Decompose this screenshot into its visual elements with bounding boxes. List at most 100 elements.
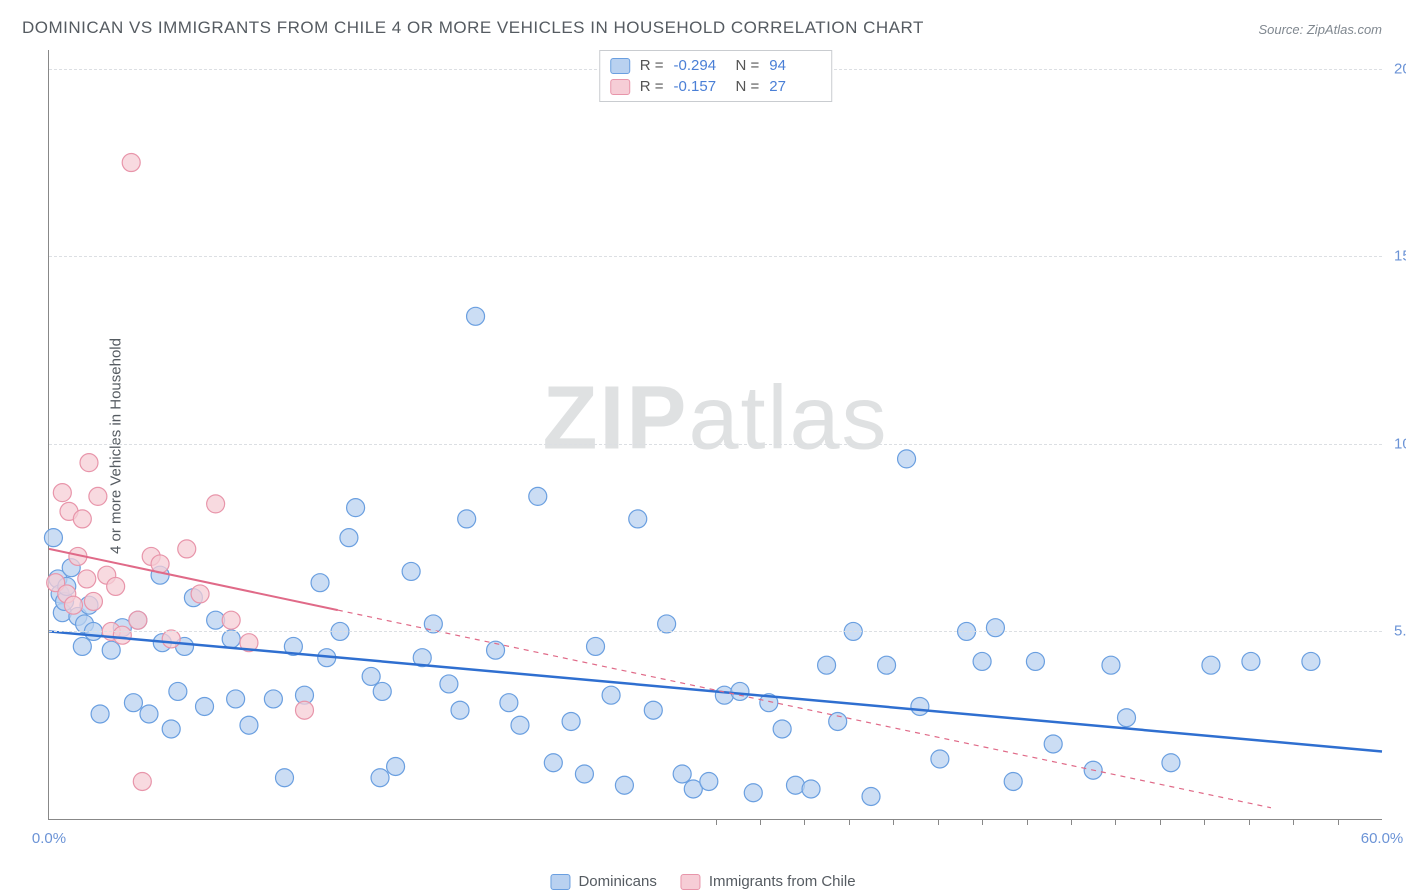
- y-tick-label: 10.0%: [1386, 435, 1406, 452]
- data-point: [80, 454, 98, 472]
- data-point: [73, 637, 91, 655]
- x-tick-mark: [1071, 819, 1072, 825]
- legend-item-dominicans: Dominicans: [550, 873, 656, 890]
- data-point: [1102, 656, 1120, 674]
- x-tick-mark: [804, 819, 805, 825]
- data-point: [162, 630, 180, 648]
- data-point: [500, 694, 518, 712]
- gridline: [49, 256, 1382, 257]
- data-point: [53, 484, 71, 502]
- data-point: [673, 765, 691, 783]
- data-point: [311, 574, 329, 592]
- data-point: [575, 765, 593, 783]
- data-point: [140, 705, 158, 723]
- data-point: [602, 686, 620, 704]
- swatch-dominicans: [610, 58, 630, 74]
- data-point: [731, 682, 749, 700]
- y-tick-label: 5.0%: [1386, 623, 1406, 640]
- data-point: [644, 701, 662, 719]
- data-point: [986, 619, 1004, 637]
- data-point: [511, 716, 529, 734]
- gridline: [49, 631, 1382, 632]
- data-point: [587, 637, 605, 655]
- swatch-dominicans-icon: [550, 874, 570, 890]
- data-point: [1026, 652, 1044, 670]
- x-tick-mark: [982, 819, 983, 825]
- data-point: [373, 682, 391, 700]
- data-point: [84, 592, 102, 610]
- data-point: [113, 626, 131, 644]
- data-point: [124, 694, 142, 712]
- data-point: [862, 787, 880, 805]
- x-tick-mark: [1115, 819, 1116, 825]
- x-tick-mark: [1160, 819, 1161, 825]
- data-point: [78, 570, 96, 588]
- data-point: [347, 499, 365, 517]
- data-point: [295, 701, 313, 719]
- data-point: [1302, 652, 1320, 670]
- data-point: [89, 487, 107, 505]
- correlation-legend: R = -0.294 N = 94 R = -0.157 N = 27: [599, 50, 833, 102]
- data-point: [529, 487, 547, 505]
- trend-line: [338, 610, 1271, 808]
- data-point: [222, 630, 240, 648]
- x-tick-mark: [938, 819, 939, 825]
- data-point: [133, 772, 151, 790]
- y-tick-label: 15.0%: [1386, 248, 1406, 265]
- data-point: [467, 307, 485, 325]
- data-point: [931, 750, 949, 768]
- data-point: [402, 562, 420, 580]
- data-point: [102, 641, 120, 659]
- data-point: [1162, 754, 1180, 772]
- data-point: [898, 450, 916, 468]
- data-point: [196, 697, 214, 715]
- data-point: [773, 720, 791, 738]
- data-point: [73, 510, 91, 528]
- swatch-chile-icon: [681, 874, 701, 890]
- data-point: [818, 656, 836, 674]
- x-tick-mark: [1204, 819, 1205, 825]
- legend-label: Dominicans: [578, 873, 656, 890]
- data-point: [878, 656, 896, 674]
- gridline: [49, 444, 1382, 445]
- data-point: [544, 754, 562, 772]
- data-point: [264, 690, 282, 708]
- data-point: [222, 611, 240, 629]
- legend-row-dominicans: R = -0.294 N = 94: [610, 55, 822, 76]
- data-point: [973, 652, 991, 670]
- data-point: [424, 615, 442, 633]
- data-point: [562, 712, 580, 730]
- plot-area: ZIPatlas R = -0.294 N = 94 R = -0.157 N …: [48, 50, 1382, 820]
- data-point: [169, 682, 187, 700]
- data-point: [371, 769, 389, 787]
- data-point: [387, 757, 405, 775]
- data-point: [629, 510, 647, 528]
- x-tick-mark: [716, 819, 717, 825]
- x-tick-mark: [1249, 819, 1250, 825]
- x-tick-mark: [893, 819, 894, 825]
- data-point: [340, 529, 358, 547]
- data-point: [700, 772, 718, 790]
- legend-item-chile: Immigrants from Chile: [681, 873, 856, 890]
- data-point: [440, 675, 458, 693]
- data-point: [178, 540, 196, 558]
- data-point: [44, 529, 62, 547]
- data-point: [658, 615, 676, 633]
- y-tick-label: 20.0%: [1386, 60, 1406, 77]
- data-point: [64, 596, 82, 614]
- data-point: [91, 705, 109, 723]
- source-attribution: Source: ZipAtlas.com: [1258, 22, 1382, 37]
- data-point: [107, 577, 125, 595]
- data-point: [122, 154, 140, 172]
- data-point: [129, 611, 147, 629]
- data-point: [911, 697, 929, 715]
- series-legend: Dominicans Immigrants from Chile: [550, 873, 855, 890]
- swatch-chile: [610, 79, 630, 95]
- legend-label: Immigrants from Chile: [709, 873, 856, 890]
- x-tick-mark: [1293, 819, 1294, 825]
- data-point: [207, 495, 225, 513]
- data-point: [458, 510, 476, 528]
- data-point: [362, 667, 380, 685]
- data-point: [744, 784, 762, 802]
- data-point: [1118, 709, 1136, 727]
